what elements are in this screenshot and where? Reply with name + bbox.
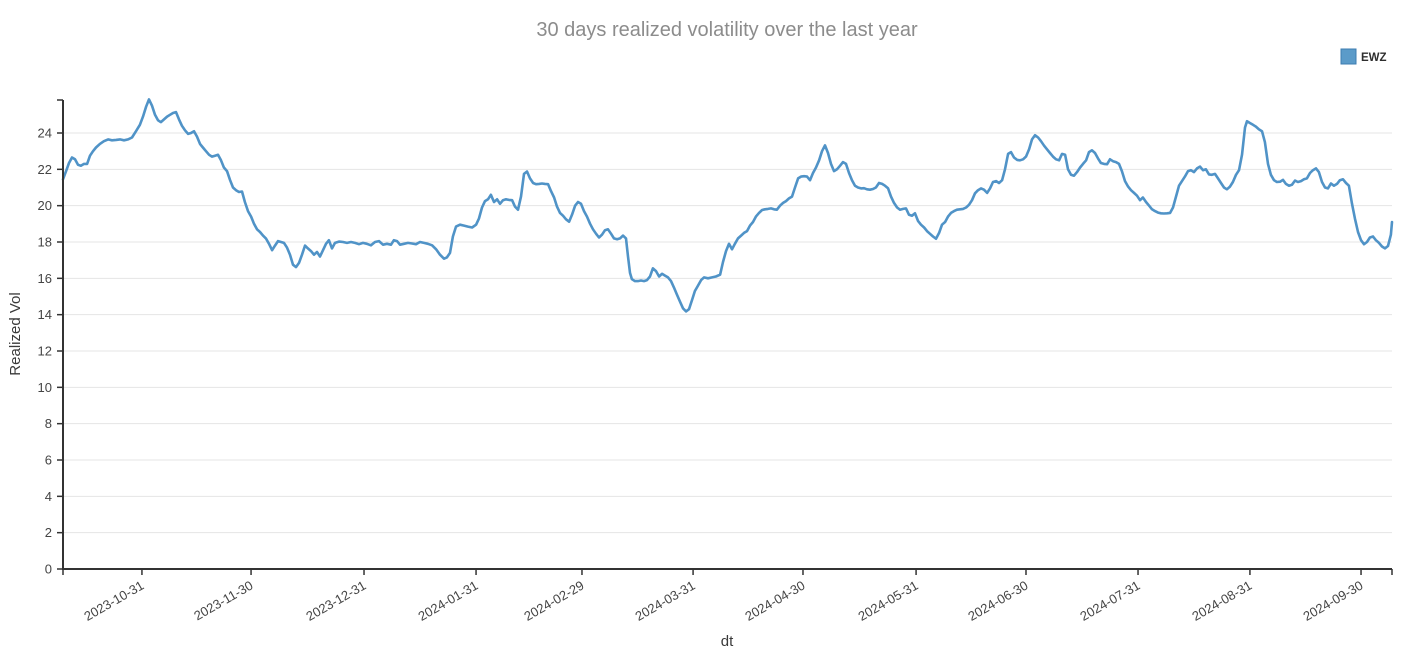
series-group (61, 98, 1394, 313)
x-tick-label: 2024-02-29 (521, 578, 586, 624)
y-tick-label: 10 (38, 380, 52, 395)
legend: EWZ (1340, 48, 1387, 65)
x-tick-label: 2024-03-31 (632, 578, 697, 624)
x-tick-label: 2023-10-31 (81, 578, 146, 624)
y-gridlines (64, 132, 1392, 534)
x-tick-label: 2024-01-31 (415, 578, 480, 624)
series-line-ewz (61, 98, 1394, 313)
x-tick-label: 2024-08-31 (1189, 578, 1254, 624)
x-tick-label: 2023-12-31 (303, 578, 368, 624)
y-tick-label: 14 (38, 307, 52, 322)
y-tick-label: 18 (38, 235, 52, 250)
axes (57, 99, 1393, 575)
y-tick-label: 16 (38, 271, 52, 286)
x-tick-label: 2024-07-31 (1077, 578, 1142, 624)
chart-title: 30 days realized volatility over the las… (536, 19, 918, 41)
y-tick-label: 4 (45, 489, 52, 504)
legend-swatch-ewz (1340, 48, 1357, 65)
x-tick-label: 2024-06-30 (965, 578, 1030, 624)
y-tick-label: 8 (45, 416, 52, 431)
y-tick-label: 22 (38, 162, 52, 177)
x-axis-ticks: 2023-10-31 2023-11-30 2023-12-31 2024-01-31… (81, 569, 1366, 624)
y-tick-label: 12 (38, 344, 52, 359)
x-tick-label: 2024-05-31 (855, 578, 920, 624)
x-tick-label: 2023-11-30 (191, 578, 255, 624)
y-tick-label: 0 (45, 562, 52, 577)
legend-label-ewz: EWZ (1361, 52, 1387, 64)
y-tick-label: 24 (38, 126, 52, 141)
y-axis-title: Realized Vol (7, 292, 24, 375)
y-tick-label: 20 (38, 198, 52, 213)
y-tick-label: 6 (45, 453, 52, 468)
x-axis-title: dt (721, 633, 734, 650)
y-tick-label: 2 (45, 525, 52, 540)
x-tick-label: 2024-09-30 (1300, 578, 1365, 624)
plot-area[interactable] (63, 100, 1392, 569)
x-tick-label: 2024-04-30 (742, 578, 807, 624)
